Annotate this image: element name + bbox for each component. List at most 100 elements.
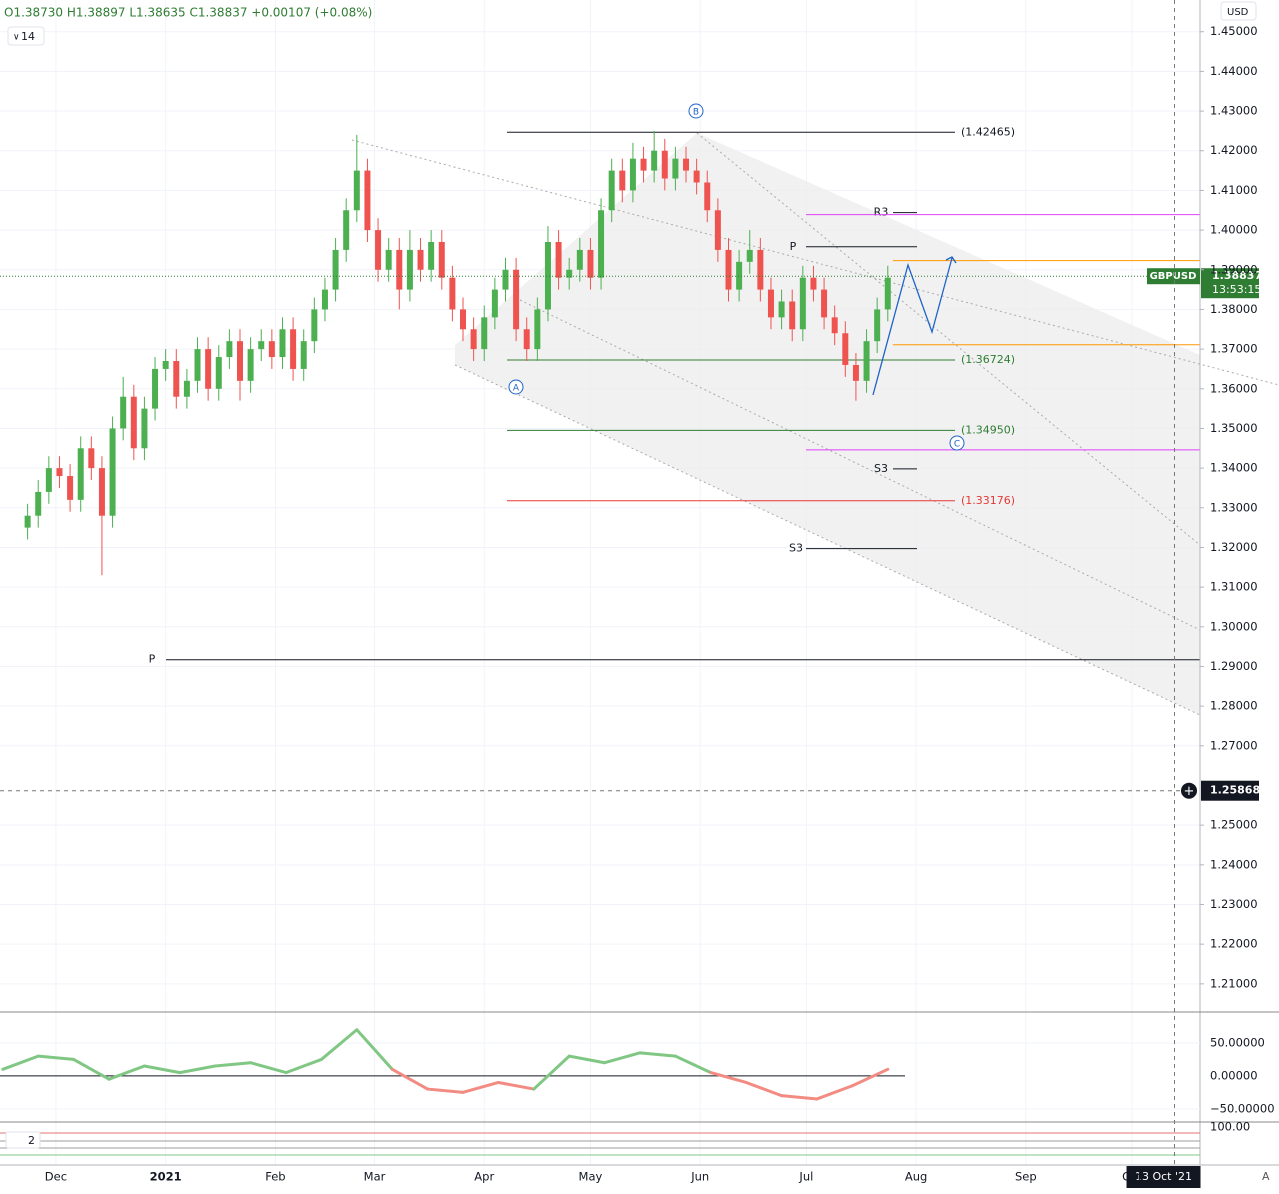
pivot-label: R3: [874, 206, 889, 219]
indicator-box[interactable]: [5, 1131, 41, 1149]
oscillator-segment: [319, 1028, 359, 1061]
candle-body: [725, 249, 732, 290]
arrow-head: [945, 256, 957, 264]
candle-body: [693, 170, 700, 183]
fib-level-label: (1.33176): [961, 494, 1015, 507]
y-tick-label: 1.43000: [1210, 104, 1258, 118]
crosshair-price: 1.25868: [1210, 784, 1260, 797]
candle-body: [343, 210, 350, 250]
candle-body: [321, 289, 328, 310]
x-tick-label: Jun: [690, 1170, 709, 1184]
y-tick-label: 1.37000: [1210, 342, 1258, 356]
crosshair-plus-sign: +: [1184, 784, 1195, 799]
interval[interactable]: 14: [21, 30, 35, 43]
candle-body: [598, 210, 605, 278]
oscillator-segment: [532, 1054, 571, 1091]
ohlc-header: O1.38730 H1.38897 L1.38635 C1.38837 +0.0…: [4, 6, 372, 20]
x-tick-label: Jul: [798, 1170, 813, 1184]
candle-body: [651, 150, 658, 171]
y-tick-label: 1.22000: [1210, 937, 1258, 951]
candle-body: [449, 277, 456, 310]
interval-arrow: ∨: [13, 33, 20, 43]
candle-body: [683, 158, 690, 171]
candle-body: [438, 241, 445, 278]
candle-body: [152, 368, 159, 409]
y-tick-label: 1.44000: [1210, 64, 1258, 78]
candle-body: [576, 249, 583, 270]
y-tick-label: 1.35000: [1210, 421, 1258, 435]
countdown: 13:53:15: [1212, 283, 1261, 296]
candle-body: [364, 170, 371, 231]
x-tick-label: Feb: [265, 1170, 285, 1184]
candle-body: [852, 364, 859, 381]
oscillator-segment: [709, 1071, 748, 1084]
pivot-label: P: [149, 653, 156, 666]
candle-body: [77, 448, 84, 500]
x-tick-label: Aug: [905, 1170, 927, 1184]
candle-body: [194, 349, 201, 381]
candle-body: [183, 380, 190, 397]
oscillator-segment: [249, 1061, 288, 1075]
candle-body: [45, 468, 52, 492]
x-tick-label: May: [579, 1170, 603, 1184]
wave-marker: [688, 103, 704, 119]
candle-body: [502, 269, 509, 290]
crosshair-plus: [1181, 782, 1197, 799]
y-tick-label: 50.00000: [1210, 1035, 1265, 1049]
candle-body: [406, 249, 413, 290]
last-price: 1.38837: [1212, 269, 1262, 282]
oscillator-segment: [426, 1087, 465, 1094]
oscillator-segment: [142, 1064, 182, 1075]
candle-body: [226, 341, 233, 358]
crosshair-date-tag: [1126, 1166, 1201, 1188]
symbol: GBPUSD: [1150, 271, 1197, 282]
fib-level-label: (1.36724): [961, 353, 1015, 366]
candle-body: [513, 269, 520, 330]
candle-body: [831, 317, 838, 334]
auto-button[interactable]: A: [1262, 1170, 1270, 1183]
channel-line: [519, 299, 1201, 631]
candle-body: [353, 170, 360, 211]
y-tick-label: 1.21000: [1210, 976, 1258, 990]
candle-body: [608, 170, 615, 211]
candle-body: [300, 341, 307, 369]
pivot-label: S3: [874, 462, 888, 475]
interval-box[interactable]: [7, 26, 45, 46]
candle-body: [109, 428, 116, 516]
currency-box[interactable]: [1220, 1, 1257, 21]
candle-body: [311, 309, 318, 342]
candle-body: [24, 515, 31, 528]
wave-label: C: [954, 440, 960, 450]
x-tick-label: Mar: [364, 1170, 386, 1184]
candle-body: [237, 341, 243, 381]
candle-body: [619, 170, 626, 191]
crosshair-price-tag: [1201, 780, 1259, 801]
y-tick-label: 1.41000: [1210, 183, 1258, 197]
y-tick-label: 1.30000: [1210, 619, 1258, 633]
candle-body: [534, 309, 541, 350]
y-tick-label: 1.28000: [1210, 699, 1258, 713]
candle-body: [35, 491, 42, 516]
projection-arrow: [872, 257, 953, 396]
candle-body: [141, 408, 148, 449]
y-tick-label: −50.00000: [1210, 1101, 1275, 1115]
indicator-count[interactable]: 2: [28, 1134, 35, 1147]
y-tick-label: 100.00: [1210, 1119, 1250, 1133]
oscillator-segment: [390, 1067, 430, 1091]
candle-body: [884, 277, 891, 310]
oscillator-segment: [213, 1061, 253, 1068]
y-tick-label: 1.23000: [1210, 897, 1258, 911]
crosshair-date: 13 Oct '21: [1135, 1170, 1192, 1183]
oscillator-segment: [815, 1084, 854, 1101]
candle-body: [746, 249, 753, 262]
candle-body: [375, 230, 382, 270]
candle-body: [821, 289, 828, 318]
currency[interactable]: USD: [1227, 7, 1249, 18]
candle-body: [778, 301, 785, 318]
oscillator-segment: [178, 1064, 217, 1075]
candle-body: [215, 357, 222, 389]
oscillator-segment: [850, 1067, 890, 1088]
candle-body: [566, 269, 573, 278]
x-tick-label: Dec: [45, 1170, 67, 1184]
